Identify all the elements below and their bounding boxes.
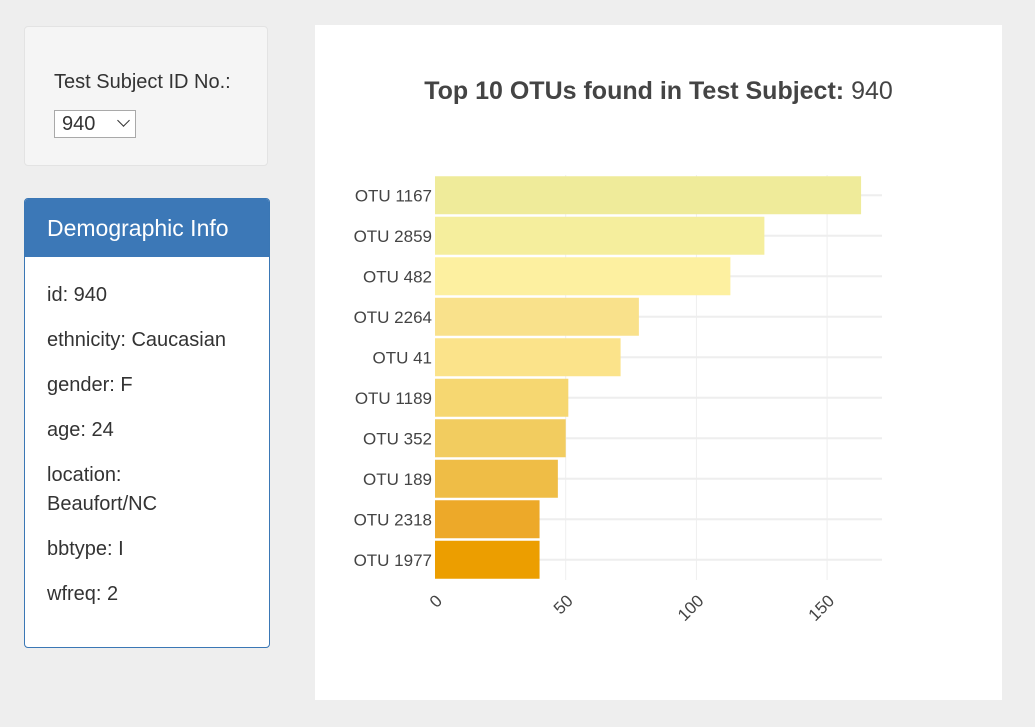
demo-gender: gender: F: [47, 374, 133, 396]
chart-title-value: 940: [851, 77, 893, 105]
bar-otu-482: [435, 257, 731, 296]
bar-otu-1977: [435, 540, 540, 579]
y-tick-label: OTU 2318: [354, 510, 432, 529]
demo-age: age: 24: [47, 419, 114, 441]
demographic-info-heading: Demographic Info: [25, 199, 269, 257]
demo-wfreq: wfreq: 2: [47, 583, 119, 605]
bar-otu-1189: [435, 378, 569, 417]
bar-otu-2859: [435, 216, 765, 255]
demo-bbtype: bbtype: I: [47, 538, 124, 560]
demographic-info-panel: Demographic Info id: 940 ethnicity: Cauc…: [24, 198, 270, 648]
subject-id-selected-value: 940: [62, 113, 96, 135]
bar-otu-352: [435, 419, 566, 458]
y-tick-label: OTU 2264: [354, 308, 432, 327]
demo-ethnicity: ethnicity: Caucasian: [47, 329, 226, 351]
bar-otu-2318: [435, 500, 540, 539]
y-tick-label: OTU 1977: [354, 551, 432, 570]
demo-location: location: Beaufort/NC: [47, 464, 158, 515]
y-tick-label: OTU 41: [372, 348, 432, 367]
x-tick-label: 150: [805, 591, 838, 624]
y-tick-label: OTU 2859: [354, 227, 432, 246]
bar-otu-41: [435, 338, 621, 377]
y-tick-label: OTU 352: [363, 429, 432, 448]
x-tick-label: 100: [674, 591, 707, 624]
x-tick-label: 0: [426, 591, 446, 611]
otu-bar-chart: OTU 1167 OTU 2859 OTU 482 OTU 2264 OTU 41 OTU…: [354, 175, 882, 625]
chart-title: Top 10 OTUs found in Test Subject: 940: [315, 77, 1002, 106]
demographic-info-body: id: 940 ethnicity: Caucasian gender: F a…: [25, 257, 269, 609]
subject-selector-well: Test Subject ID No.: 940: [24, 26, 268, 166]
chart-title-text: Top 10 OTUs found in Test Subject:: [424, 77, 845, 105]
bar-otu-189: [435, 459, 558, 498]
bar-otu-2264: [435, 297, 639, 336]
demo-id: id: 940: [47, 284, 108, 306]
y-tick-label: OTU 1189: [355, 389, 432, 408]
y-tick-label: OTU 482: [363, 267, 432, 286]
y-tick-label: OTU 189: [363, 470, 432, 489]
x-tick-label: 50: [550, 591, 577, 618]
subject-id-select[interactable]: 940: [54, 110, 136, 138]
subject-id-label: Test Subject ID No.:: [54, 71, 231, 93]
chart-card: Top 10 OTUs found in Test Subject: 940 O…: [315, 25, 1002, 700]
chevron-down-icon: [117, 114, 130, 127]
bar-otu-1167: [435, 176, 862, 215]
y-tick-label: OTU 1167: [355, 186, 432, 205]
